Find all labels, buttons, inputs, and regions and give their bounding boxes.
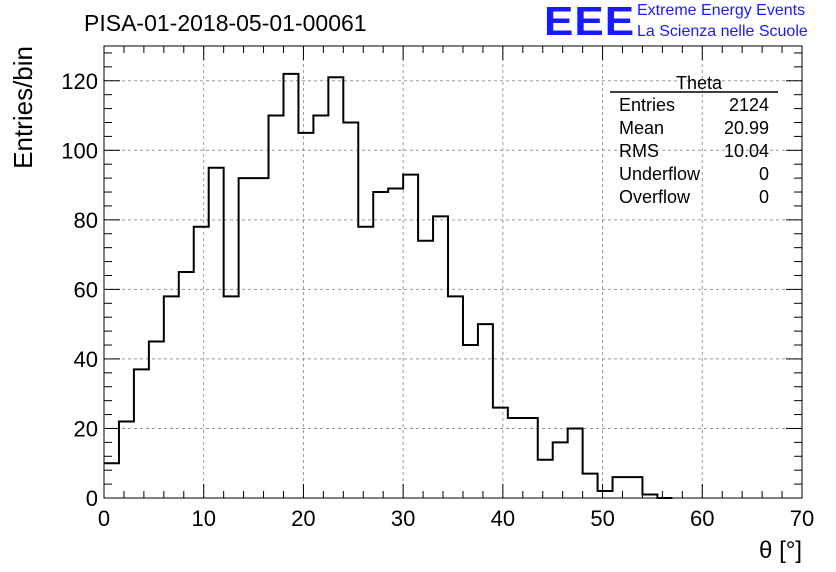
y-tick-label: 40	[74, 347, 98, 372]
histogram-series	[104, 72, 673, 499]
y-tick-label: 0	[86, 486, 98, 511]
x-tick-label: 0	[98, 506, 110, 531]
stats-row-value: 10.04	[724, 141, 769, 161]
x-tick-label: 10	[191, 506, 215, 531]
stats-row-label: Underflow	[619, 164, 701, 184]
y-tick-label: 80	[74, 208, 98, 233]
x-tick-label: 70	[790, 506, 814, 531]
stats-title: Theta	[676, 73, 723, 93]
x-tick-label: 50	[590, 506, 614, 531]
x-axis-label: θ [°]	[759, 537, 802, 564]
x-tick-label: 40	[491, 506, 515, 531]
stats-row-value: 20.99	[724, 118, 769, 138]
stats-row-label: Overflow	[619, 187, 691, 207]
stats-row-value: 2124	[729, 95, 769, 115]
x-tick-label: 60	[690, 506, 714, 531]
stats-row-value: 0	[759, 164, 769, 184]
stats-row-label: Mean	[619, 118, 664, 138]
run-title: PISA-01-2018-05-01-00061	[84, 10, 367, 36]
logo-line-2: La Scienza nelle Scuole	[637, 23, 808, 40]
y-tick-label: 100	[61, 138, 98, 163]
eee-logo: EEE	[544, 0, 636, 45]
x-tick-label: 20	[291, 506, 315, 531]
stats-row-value: 0	[759, 187, 769, 207]
y-axis-label: Entries/bin	[8, 46, 38, 169]
y-tick-label: 60	[74, 277, 98, 302]
y-tick-label: 120	[61, 69, 98, 94]
stats-row-label: RMS	[619, 141, 659, 161]
stats-row-label: Entries	[619, 95, 675, 115]
plot-frame	[103, 45, 803, 499]
logo-line-1: Extreme Energy Events	[637, 2, 806, 19]
x-tick-label: 30	[391, 506, 415, 531]
y-tick-label: 20	[74, 416, 98, 441]
